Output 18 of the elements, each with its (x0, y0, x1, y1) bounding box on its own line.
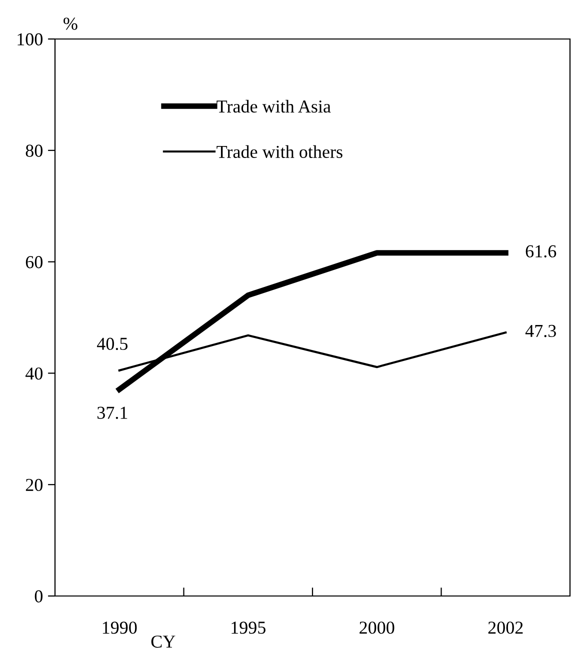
x-tick-label: 1995 (232, 622, 266, 634)
data-label: 61.6 (526, 245, 556, 258)
y-axis-title: % (64, 18, 78, 30)
x-axis-title: CY (151, 636, 176, 648)
data-label: 37.1 (97, 406, 128, 419)
y-tick-label: 20 (26, 478, 43, 492)
x-tick-label: 2002 (488, 622, 523, 634)
data-label: 47.3 (525, 324, 556, 338)
data-label: 40.5 (96, 338, 128, 350)
y-tick-label: 80 (26, 144, 43, 157)
x-tick-label: 2000 (360, 622, 394, 634)
y-tick-label: 60 (26, 256, 43, 268)
y-tick-label: 0 (34, 590, 43, 602)
x-tick-label: 1990 (102, 622, 137, 634)
legend-label: Trade with others (216, 145, 342, 158)
y-tick-label: 40 (25, 367, 43, 380)
legend-label: Trade with Asia (216, 100, 331, 113)
y-tick-label: 100 (18, 33, 43, 46)
